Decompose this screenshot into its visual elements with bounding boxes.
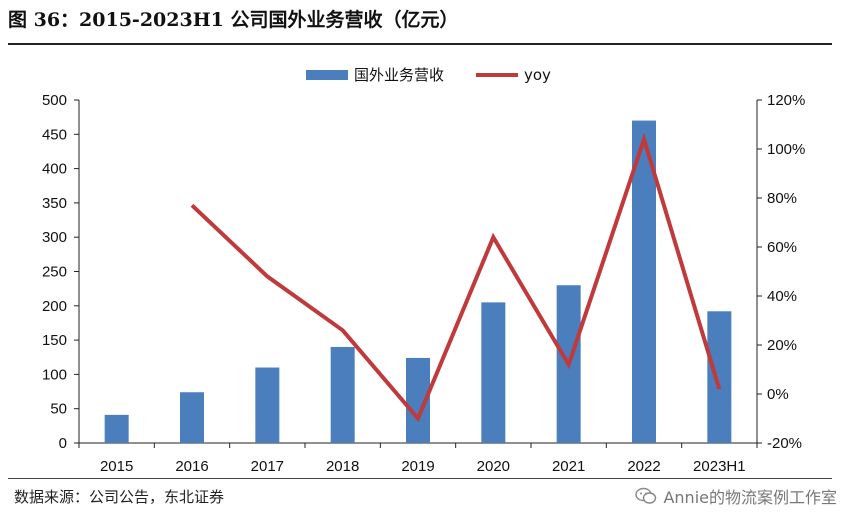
x-tick-label: 2016 [175,458,208,475]
watermark-text: Annie的物流案例工作室 [663,488,837,507]
y-tick-label: 300 [42,229,67,246]
x-tick-label: 2019 [401,458,434,475]
y2-tick-label: 100% [767,141,805,158]
watermark: Annie的物流案例工作室 [635,484,837,508]
x-tick-label: 2023H1 [693,458,746,475]
legend-label-line: yoy [524,66,551,84]
source-note: 数据来源：公司公告，东北证券 [14,488,225,506]
bar [255,367,280,443]
footer-divider [8,478,832,479]
x-tick-label: 2022 [627,458,660,475]
title-divider [8,43,832,45]
y-tick-label: 250 [42,264,67,281]
x-tick-label: 2017 [251,458,284,475]
x-tick-label: 2018 [326,458,359,475]
y2-tick-label: 20% [767,337,797,354]
y2-tick-label: 60% [767,239,797,256]
bar [330,346,355,443]
wechat-icon [635,487,657,504]
y2-tick-label: 120% [767,92,805,109]
x-tick-label: 2015 [100,458,133,475]
y-tick-label: 400 [42,161,67,178]
legend-swatch-bar [306,70,348,80]
legend-label-bar: 国外业务营收 [354,66,444,84]
bar [104,414,129,443]
bar [632,120,656,443]
bar [707,311,732,443]
y-tick-label: 500 [42,92,67,109]
y2-tick-label: 80% [767,190,797,207]
y-tick-label: 100 [42,366,67,383]
bar [481,302,506,443]
chart: 国外业务营收 yoy 0 50 100 150 200 250 300 350 400 450 50… [42,66,805,475]
y2-tick-label: 40% [767,288,797,305]
x-tick-label: 2021 [552,458,585,475]
chart-title: 图 36：2015-2023H1 公司国外业务营收（亿元） [8,9,459,31]
yoy-line [190,132,722,423]
x-tick-label: 2020 [477,458,510,475]
y2-tick-label: 0% [767,386,789,403]
bar [180,392,204,443]
y-tick-label: 0 [59,435,67,452]
y-tick-label: 350 [42,195,67,212]
legend: 国外业务营收 yoy [306,66,551,84]
y-tick-label: 450 [42,126,67,143]
plot-area: 0 50 100 150 200 250 300 350 400 450 500 -20% 0% 20% 4… [42,92,805,475]
y-tick-label: 150 [42,332,67,349]
y2-tick-label: -20% [767,435,802,452]
y-tick-label: 200 [42,298,67,315]
y-tick-label: 50 [50,401,67,418]
